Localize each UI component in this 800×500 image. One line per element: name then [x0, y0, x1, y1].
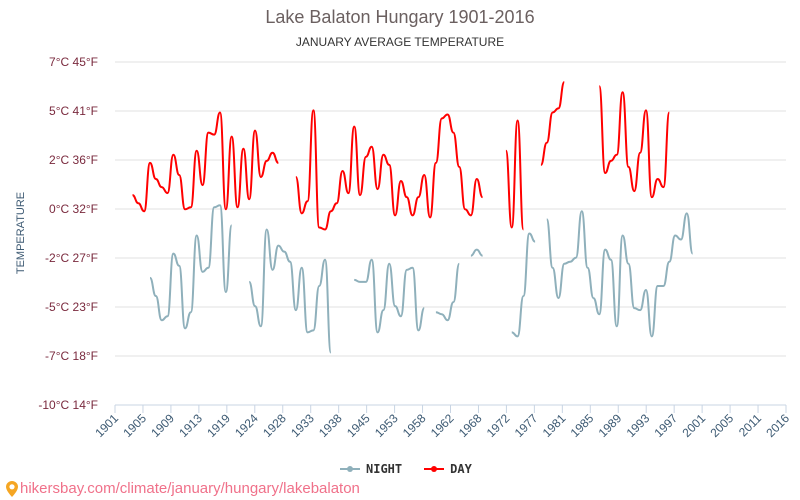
line-segment-day: [504, 119, 525, 231]
y-tick-label: 5°C 41°F: [49, 104, 98, 118]
x-tick-label: 2016: [763, 411, 792, 440]
legend-item-day[interactable]: DAY: [424, 462, 472, 476]
x-tick-label: 1962: [428, 411, 457, 440]
y-tick-label: -2°C 27°F: [45, 251, 98, 265]
x-tick-label: 1993: [624, 411, 653, 440]
series-lines: [132, 81, 694, 354]
line-segment-night: [435, 262, 461, 322]
y-axis-label: TEMPERATURE: [15, 192, 27, 274]
x-tick-label: 2005: [707, 411, 736, 440]
x-tick-label: 1968: [456, 411, 485, 440]
line-segment-night: [511, 232, 536, 338]
night-line-marker-icon: [340, 466, 360, 472]
x-tick-label: 1933: [288, 411, 317, 440]
y-tick-label: -10°C 14°F: [38, 398, 98, 412]
line-segment-day: [132, 111, 279, 213]
x-tick-label: 1919: [204, 411, 233, 440]
x-tick-label: 1985: [568, 411, 597, 440]
chart-area: 7°C 45°F 5°C 41°F 2°C 36°F 0°C 32°F -2°C 27°…: [15, 55, 792, 440]
x-tick-label: 2011: [736, 411, 764, 439]
x-tick-label: 1913: [176, 411, 205, 440]
y-tick-label: -7°C 18°F: [45, 349, 98, 363]
legend-label-night: NIGHT: [366, 462, 403, 476]
y-tick-label: -5°C 23°F: [45, 300, 98, 314]
source-link[interactable]: hikersbay.com/climate/january/hungary/la…: [6, 480, 360, 497]
x-axis: 1901 1905 1909 1913 1919 1924 1928 1933 1938 1945…: [92, 404, 792, 440]
x-tick-label: 1981: [540, 411, 569, 440]
series-night: [149, 204, 694, 354]
x-tick-label: 1928: [260, 411, 289, 440]
series-day: [132, 81, 671, 231]
y-tick-label: 2°C 36°F: [49, 153, 98, 167]
line-segment-day: [539, 81, 566, 166]
x-tick-label: 1997: [652, 411, 681, 440]
y-axis: 7°C 45°F 5°C 41°F 2°C 36°F 0°C 32°F -2°C 27°…: [38, 55, 98, 412]
x-tick-label: 1905: [120, 411, 149, 440]
x-tick-label: 1989: [596, 411, 625, 440]
legend-item-night[interactable]: NIGHT: [340, 462, 402, 476]
x-tick-label: 1945: [344, 411, 373, 440]
x-tick-label: 1938: [316, 411, 345, 440]
source-url[interactable]: hikersbay.com/climate/january/hungary/la…: [20, 480, 360, 497]
line-segment-day: [598, 85, 671, 199]
line-segment-night: [545, 210, 694, 338]
x-tick-label: 1953: [372, 411, 401, 440]
line-segment-night: [248, 228, 332, 354]
chart-title: Lake Balaton Hungary 1901-2016: [265, 7, 535, 27]
map-pin-icon: [6, 480, 18, 497]
legend: NIGHT DAY: [340, 462, 472, 476]
x-tick-label: 1901: [92, 411, 121, 440]
line-segment-day: [294, 109, 484, 231]
y-tick-label: 0°C 32°F: [49, 202, 98, 216]
x-tick-label: 1972: [484, 411, 513, 440]
line-segment-night: [149, 204, 233, 330]
line-segment-night: [470, 248, 483, 257]
legend-label-day: DAY: [450, 462, 472, 476]
x-tick-label: 1977: [512, 411, 541, 440]
chart-subtitle: JANUARY AVERAGE TEMPERATURE: [295, 35, 505, 49]
y-tick-label: 7°C 45°F: [49, 55, 98, 69]
line-segment-night: [354, 258, 426, 334]
day-line-marker-icon: [424, 466, 445, 472]
x-tick-label: 2001: [679, 411, 708, 440]
x-tick-label: 1909: [148, 411, 177, 440]
x-tick-label: 1924: [232, 411, 261, 440]
x-tick-label: 1958: [400, 411, 429, 440]
